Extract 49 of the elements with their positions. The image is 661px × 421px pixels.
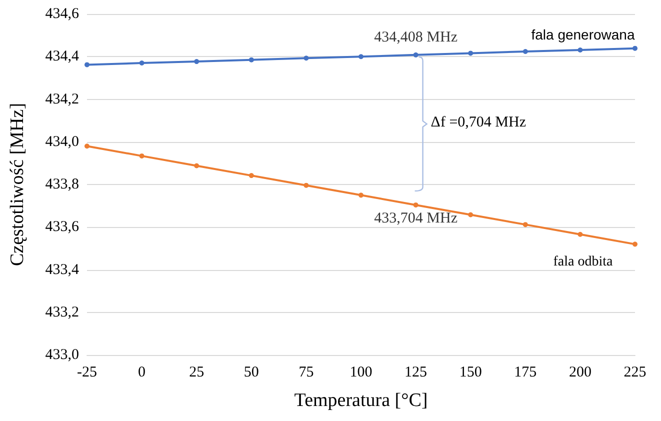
point — [248, 57, 254, 62]
annotation: Δf =0,704 MHz — [430, 114, 526, 130]
y-tick-label: 433,8 — [45, 176, 79, 192]
point — [194, 59, 200, 64]
point — [522, 222, 528, 228]
point — [358, 192, 364, 198]
annotation: 433,704 MHz — [374, 210, 458, 226]
x-tick-label: 225 — [624, 364, 646, 380]
x-tick-label: 150 — [459, 364, 482, 380]
point — [304, 56, 309, 61]
y-tick-label: 433,2 — [45, 304, 79, 320]
point — [468, 212, 474, 218]
x-tick-label: 125 — [404, 364, 428, 380]
y-tick-label: 434,6 — [45, 6, 80, 22]
y-tick-label: 434,2 — [45, 91, 79, 108]
point — [84, 62, 90, 68]
y-tick-label: 434,4 — [45, 48, 80, 65]
point — [522, 49, 528, 54]
point — [413, 202, 418, 208]
point — [248, 173, 254, 178]
point — [194, 163, 200, 168]
y-tick-label: 433,4 — [45, 262, 80, 278]
point — [468, 50, 474, 56]
point — [304, 182, 309, 188]
x-tick-label: 200 — [568, 364, 592, 380]
point — [139, 60, 144, 66]
y-tick-label: 433,0 — [45, 347, 79, 363]
series-label: fala generowana — [531, 26, 635, 42]
point — [84, 144, 90, 149]
point — [578, 232, 583, 237]
point — [358, 54, 364, 60]
y-tick-label: 433,6 — [45, 219, 80, 236]
x-tick-label: 75 — [298, 364, 314, 380]
point — [413, 52, 418, 58]
x-tick-label: 175 — [514, 364, 537, 380]
x-tick-label: 25 — [189, 364, 204, 380]
x-tick-label: -25 — [77, 364, 97, 380]
annotation: 434,408 MHz — [374, 29, 458, 46]
x-tick-label: 0 — [138, 364, 146, 380]
x-tick-label: 50 — [244, 364, 259, 380]
point — [578, 48, 583, 53]
y-tick-label: 434,0 — [45, 134, 79, 150]
y-axis-title: Częstotliwość [MHz] — [7, 102, 28, 266]
point — [139, 153, 144, 158]
x-axis-title: Temperatura [°C] — [294, 390, 428, 411]
x-tick-label: 100 — [350, 364, 372, 380]
point — [632, 46, 638, 51]
series-label: fala odbita — [553, 254, 614, 270]
point — [632, 242, 638, 247]
